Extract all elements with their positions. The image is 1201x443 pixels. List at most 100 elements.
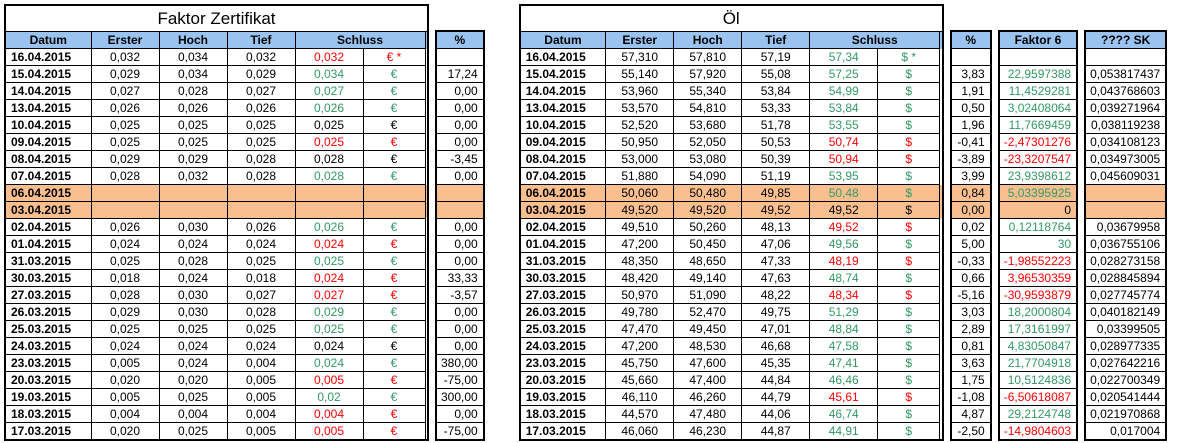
cell-high[interactable]: 0,030 — [158, 218, 228, 236]
cell-currency[interactable]: € — [362, 116, 426, 134]
cell-sk[interactable]: 0,021970868 — [1084, 405, 1167, 423]
cell-percent[interactable]: 1,91 — [950, 82, 992, 100]
cell-date[interactable]: 30.03.2015 — [519, 269, 607, 287]
cell-faktor6[interactable]: -2,47301276 — [998, 133, 1078, 151]
cell-close[interactable]: 0,025 — [294, 320, 364, 338]
cell-low[interactable]: 53,84 — [741, 82, 811, 100]
cell-close[interactable] — [294, 184, 364, 202]
cell-close[interactable]: 0,034 — [294, 65, 364, 83]
cell-date[interactable]: 09.04.2015 — [4, 133, 92, 151]
cell-percent[interactable]: 0,00 — [950, 201, 992, 219]
cell-close[interactable]: 0,028 — [294, 167, 364, 185]
cell-open[interactable]: 0,005 — [90, 388, 160, 406]
cell-currency[interactable]: $ — [877, 235, 941, 253]
cell-low[interactable]: 0,024 — [226, 235, 296, 253]
cell-low[interactable]: 0,027 — [226, 286, 296, 304]
cell-percent[interactable]: 0,00 — [435, 116, 485, 134]
cell-date[interactable]: 24.03.2015 — [4, 337, 92, 355]
cell-high[interactable]: 0,025 — [158, 116, 228, 134]
cell-percent[interactable]: -1,08 — [950, 388, 992, 406]
cell-low[interactable]: 0,028 — [226, 150, 296, 168]
cell-percent[interactable]: 0,84 — [950, 184, 992, 202]
cell-percent[interactable]: -2,50 — [950, 422, 992, 441]
cell-sk[interactable]: 0,017004 — [1084, 422, 1167, 441]
cell-close[interactable]: 0,027 — [294, 82, 364, 100]
cell-low[interactable]: 0,029 — [226, 65, 296, 83]
cell-date[interactable]: 26.03.2015 — [4, 303, 92, 321]
cell-close[interactable]: 48,84 — [809, 320, 879, 338]
cell-high[interactable]: 53,680 — [673, 116, 743, 134]
cell-open[interactable]: 50,970 — [605, 286, 675, 304]
cell-low[interactable] — [226, 184, 296, 202]
cell-close[interactable]: 49,52 — [809, 201, 879, 219]
cell-open[interactable]: 0,028 — [90, 167, 160, 185]
cell-percent[interactable] — [950, 48, 992, 66]
cell-percent[interactable] — [435, 48, 485, 66]
cell-currency[interactable]: $ — [877, 167, 941, 185]
cell-faktor6[interactable]: -6,50618087 — [998, 388, 1078, 406]
cell-close[interactable]: 53,84 — [809, 99, 879, 117]
cell-close[interactable]: 0,025 — [294, 133, 364, 151]
cell-low[interactable]: 49,75 — [741, 303, 811, 321]
cell-high[interactable]: 0,026 — [158, 99, 228, 117]
cell-currency[interactable]: $ * — [877, 48, 941, 66]
cell-date[interactable]: 14.04.2015 — [519, 82, 607, 100]
cell-currency[interactable]: € — [362, 269, 426, 287]
cell-close[interactable]: 53,55 — [809, 116, 879, 134]
cell-sk[interactable]: 0,028845894 — [1084, 269, 1167, 287]
cell-currency[interactable]: € — [362, 133, 426, 151]
cell-high[interactable]: 49,520 — [673, 201, 743, 219]
cell-close[interactable]: 44,91 — [809, 422, 879, 441]
cell-sk[interactable]: 0,043768603 — [1084, 82, 1167, 100]
cell-percent[interactable]: 5,00 — [950, 235, 992, 253]
cell-percent[interactable]: 0,00 — [435, 303, 485, 321]
cell-open[interactable]: 49,780 — [605, 303, 675, 321]
cell-currency[interactable]: € — [362, 99, 426, 117]
cell-high[interactable]: 0,028 — [158, 252, 228, 270]
cell-close[interactable]: 50,74 — [809, 133, 879, 151]
cell-date[interactable]: 02.04.2015 — [519, 218, 607, 236]
cell-percent[interactable]: -5,16 — [950, 286, 992, 304]
cell-open[interactable]: 0,024 — [90, 235, 160, 253]
cell-low[interactable]: 47,33 — [741, 252, 811, 270]
cell-open[interactable]: 0,026 — [90, 218, 160, 236]
cell-date[interactable]: 08.04.2015 — [519, 150, 607, 168]
cell-close[interactable]: 0,025 — [294, 116, 364, 134]
cell-date[interactable]: 19.03.2015 — [519, 388, 607, 406]
cell-currency[interactable]: € * — [362, 48, 426, 66]
cell-currency[interactable]: € — [362, 167, 426, 185]
cell-date[interactable]: 20.03.2015 — [4, 371, 92, 389]
cell-currency[interactable]: $ — [877, 65, 941, 83]
cell-faktor6[interactable]: -14,9804603 — [998, 422, 1078, 441]
cell-open[interactable]: 48,350 — [605, 252, 675, 270]
cell-high[interactable]: 54,810 — [673, 99, 743, 117]
cell-date[interactable]: 20.03.2015 — [519, 371, 607, 389]
cell-sk[interactable]: 0,036755106 — [1084, 235, 1167, 253]
cell-currency[interactable]: $ — [877, 269, 941, 287]
cell-sk[interactable]: 0,034108123 — [1084, 133, 1167, 151]
cell-low[interactable]: 0,004 — [226, 354, 296, 372]
cell-percent[interactable] — [435, 201, 485, 219]
cell-low[interactable]: 45,35 — [741, 354, 811, 372]
cell-percent[interactable]: -75,00 — [435, 371, 485, 389]
cell-close[interactable]: 0,024 — [294, 337, 364, 355]
cell-open[interactable]: 0,029 — [90, 65, 160, 83]
cell-open[interactable]: 47,200 — [605, 337, 675, 355]
cell-close[interactable]: 0,026 — [294, 99, 364, 117]
cell-open[interactable]: 57,310 — [605, 48, 675, 66]
cell-date[interactable]: 01.04.2015 — [519, 235, 607, 253]
cell-open[interactable]: 51,880 — [605, 167, 675, 185]
cell-sk[interactable]: 0,040182149 — [1084, 303, 1167, 321]
cell-date[interactable]: 03.04.2015 — [519, 201, 607, 219]
cell-low[interactable]: 46,68 — [741, 337, 811, 355]
cell-date[interactable]: 14.04.2015 — [4, 82, 92, 100]
cell-sk[interactable]: 0,03399505 — [1084, 320, 1167, 338]
cell-date[interactable]: 23.03.2015 — [519, 354, 607, 372]
cell-open[interactable]: 50,950 — [605, 133, 675, 151]
cell-close[interactable]: 0,027 — [294, 286, 364, 304]
cell-percent[interactable]: -0,33 — [950, 252, 992, 270]
cell-date[interactable]: 17.03.2015 — [519, 422, 607, 441]
cell-faktor6[interactable]: 21,7704918 — [998, 354, 1078, 372]
cell-close[interactable]: 50,48 — [809, 184, 879, 202]
cell-open[interactable]: 0,026 — [90, 99, 160, 117]
